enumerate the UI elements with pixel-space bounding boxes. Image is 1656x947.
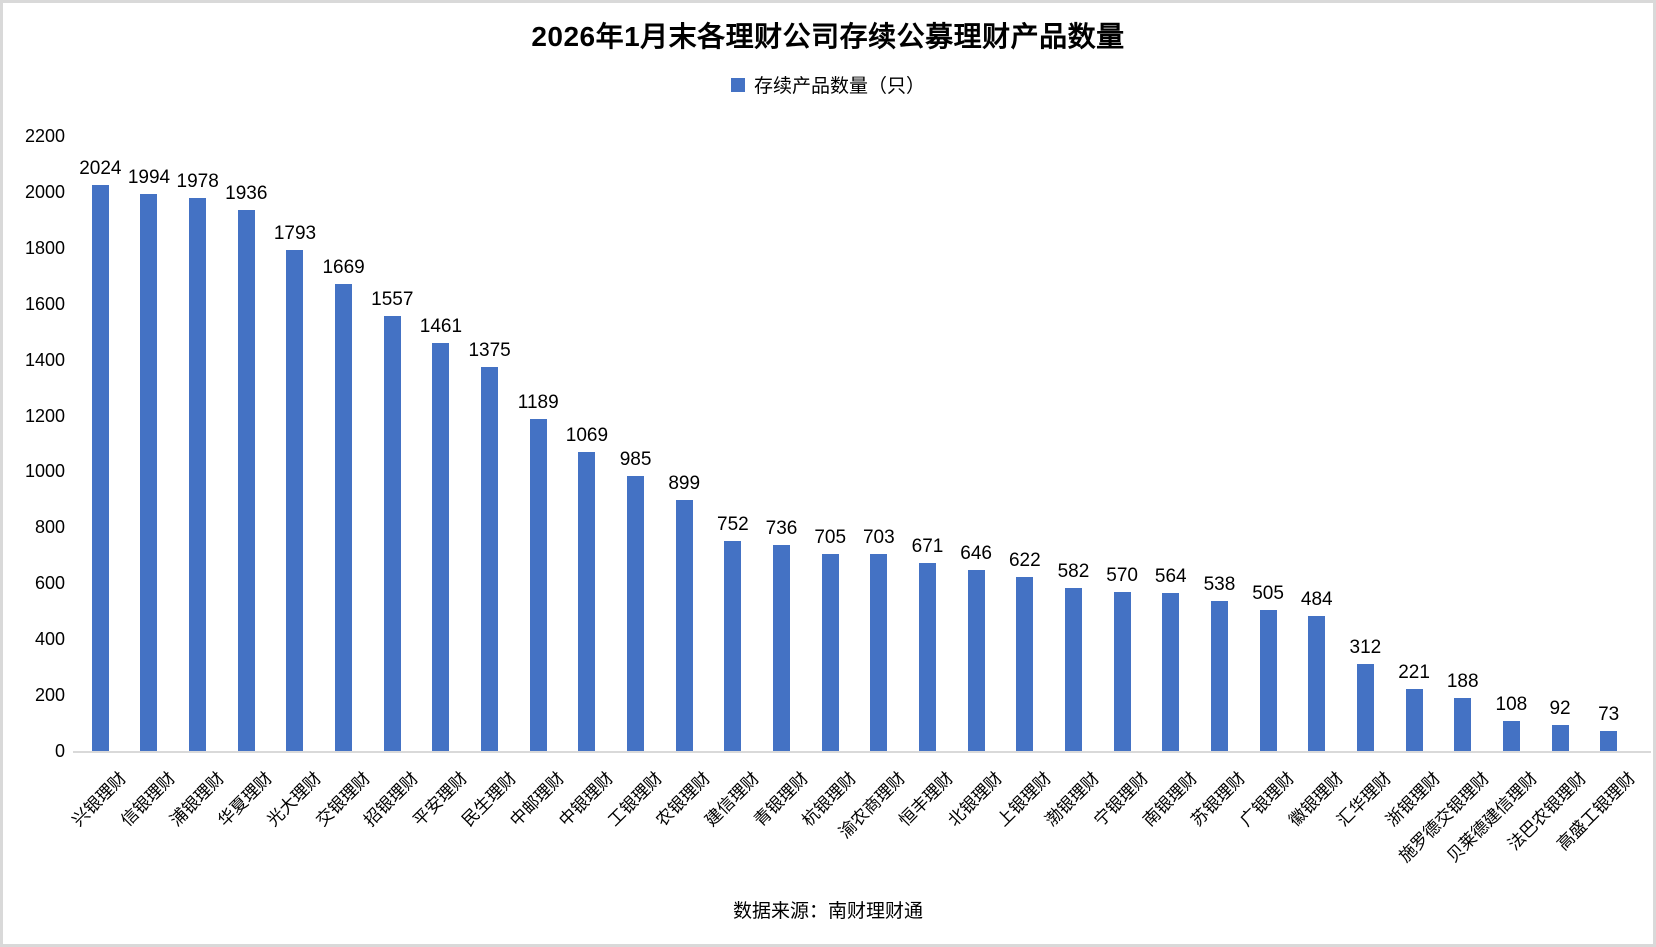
- bar-value-label: 899: [668, 472, 701, 494]
- bar-value-label: 1069: [565, 425, 609, 447]
- bar-value-label: 505: [1252, 582, 1284, 604]
- bar: [1064, 588, 1082, 751]
- bar: [529, 418, 547, 751]
- y-axis-tick-label: 1800: [24, 237, 65, 258]
- bar-value-label: 1557: [371, 288, 414, 310]
- y-axis-tick-label: 600: [34, 573, 65, 594]
- bar: [967, 570, 985, 751]
- bar-value-label: 1189: [517, 391, 559, 413]
- plot-area: 0 200 400 600 800 1000 1200 1400 1600 1800 2000 220…: [3, 3, 1653, 944]
- bar: [1551, 725, 1569, 751]
- bar-value-label: 538: [1203, 573, 1236, 595]
- bar-value-label: 1978: [176, 171, 219, 193]
- bar: [1502, 720, 1520, 751]
- bar-value-label: 312: [1349, 636, 1382, 658]
- bar-value-label: 108: [1495, 693, 1528, 715]
- bar-value-label: 570: [1106, 564, 1138, 586]
- bar-value-label: 582: [1057, 561, 1090, 583]
- bar-value-label: 188: [1446, 671, 1479, 693]
- y-axis-tick-label: 2000: [24, 181, 65, 202]
- chart-title: 2026年1月末各理财公司存续公募理财产品数量: [531, 21, 1125, 52]
- bar-value-label: 1936: [225, 182, 268, 204]
- bar: [918, 563, 936, 751]
- bar-value-label: 484: [1300, 588, 1333, 610]
- bar: [286, 249, 304, 751]
- bar-value-label: 73: [1598, 703, 1620, 725]
- bar-value-label: 1793: [273, 222, 317, 244]
- y-axis-tick-label: 2200: [24, 126, 65, 146]
- bar: [1113, 591, 1131, 751]
- bar: [773, 545, 791, 751]
- bar: [1405, 689, 1423, 751]
- bar-value-label: 1669: [322, 257, 365, 279]
- legend-label: 存续产品数量（只）: [753, 76, 925, 97]
- bar-value-label: 705: [814, 526, 847, 548]
- y-axis-tick-label: 400: [34, 629, 65, 650]
- y-axis-tick-label: 1200: [24, 405, 65, 426]
- bar: [335, 284, 353, 751]
- bar-value-label: 2024: [79, 158, 122, 180]
- bar-value-label: 1994: [127, 166, 171, 188]
- bar: [870, 554, 888, 751]
- y-axis-tick-label: 1600: [24, 293, 65, 314]
- bar: [675, 499, 693, 751]
- bar: [1016, 577, 1034, 751]
- bar-value-label: 564: [1154, 566, 1187, 588]
- y-axis-tick-label: 800: [34, 517, 65, 538]
- source-note: 数据来源：南财理财通: [732, 901, 923, 922]
- bar-value-label: 92: [1549, 698, 1571, 720]
- bar: [821, 553, 839, 751]
- bar-value-label: 703: [862, 527, 895, 549]
- bar-value-label: 736: [765, 518, 798, 540]
- bar-value-label: 1461: [419, 315, 463, 337]
- bar: [627, 475, 645, 751]
- bar-value-label: 985: [619, 448, 652, 470]
- bar-value-label: 646: [960, 543, 992, 565]
- bar: [1162, 593, 1180, 751]
- bar: [140, 193, 158, 751]
- bar: [1356, 663, 1374, 751]
- bar: [432, 342, 450, 751]
- bar-value-label: 671: [911, 536, 944, 558]
- bar: [724, 540, 742, 751]
- y-axis-tick-label: 0: [54, 741, 65, 761]
- bar: [91, 185, 109, 751]
- legend-marker-icon: [730, 77, 745, 92]
- bar: [1454, 698, 1472, 751]
- bar-value-label: 1375: [468, 339, 511, 361]
- y-axis-tick-label: 200: [34, 685, 65, 706]
- legend: 存续产品数量（只）: [3, 71, 1653, 98]
- bar: [237, 209, 255, 751]
- bar: [578, 452, 596, 751]
- bar-value-label: 221: [1398, 662, 1430, 684]
- y-axis-tick-label: 1000: [24, 461, 65, 482]
- bar: [1259, 609, 1277, 751]
- y-axis-tick-label: 1400: [24, 349, 65, 370]
- bar: [1210, 600, 1228, 751]
- bar: [189, 198, 207, 751]
- bar: [1308, 615, 1326, 751]
- bar-value-label: 622: [1008, 550, 1041, 572]
- bar-value-label: 752: [717, 513, 749, 535]
- x-axis-line: [73, 751, 1651, 753]
- bar: [481, 366, 499, 751]
- bar: [1600, 730, 1618, 751]
- bar: [383, 315, 401, 751]
